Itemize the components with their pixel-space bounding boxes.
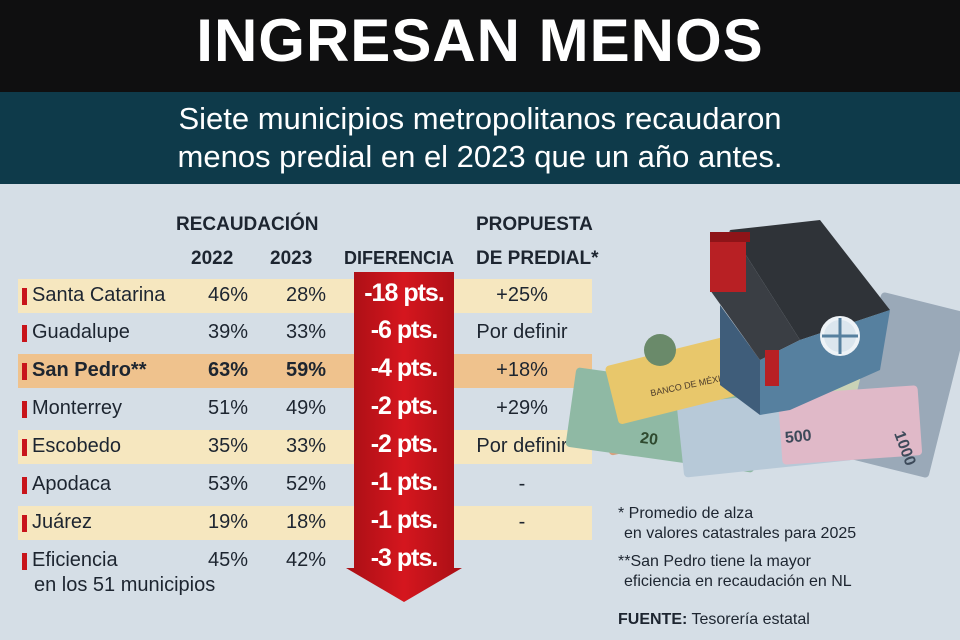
table-row: Guadalupe 39% 33% Por definir xyxy=(18,316,592,350)
row-name: Escobedo xyxy=(32,435,121,457)
page-subtitle: Siete municipios metropolitanos recaudar… xyxy=(0,100,960,176)
row-propuesta: +29% xyxy=(496,397,548,419)
header-2022: 2022 xyxy=(191,248,234,269)
row-propuesta: Por definir xyxy=(476,321,568,343)
row-marker xyxy=(22,477,27,494)
header-propuesta: PROPUESTA xyxy=(476,214,593,235)
row-2022: 51% xyxy=(207,397,249,419)
footnote-1-line2: en valores catastrales para 2025 xyxy=(624,525,857,542)
difference-column: -18 pts. -6 pts. -4 pts. -2 pts. -2 pts.… xyxy=(346,272,462,602)
row-propuesta: - xyxy=(518,473,526,495)
row-name: Monterrey xyxy=(32,397,123,419)
diff-value: -6 pts. xyxy=(370,316,439,344)
diff-value: -2 pts. xyxy=(370,430,439,458)
header-diferencia: DIFERENCIA xyxy=(344,248,455,268)
row-2022: 46% xyxy=(207,284,249,306)
table-row: Santa Catarina 46% 28% +25% xyxy=(18,279,592,313)
row-2023: 59% xyxy=(285,359,327,381)
footnote-2: **San Pedro tiene la mayor eficiencia en… xyxy=(618,552,852,592)
diff-value: -1 pts. xyxy=(370,506,439,534)
table-row: Monterrey 51% 49% +29% xyxy=(18,392,592,426)
row-2023: 42% xyxy=(285,549,327,571)
footnote-1: * Promedio de alza en valores catastrale… xyxy=(618,504,856,544)
row-2023: 18% xyxy=(285,511,327,533)
table-row-highlight: San Pedro** 63% 59% +18% xyxy=(18,354,592,388)
footnote-2-line2: eficiencia en recaudación en NL xyxy=(624,573,852,590)
row-propuesta: +25% xyxy=(496,284,548,306)
header-2023: 2023 xyxy=(270,248,313,269)
row-2022: 63% xyxy=(207,359,249,381)
diff-value: -3 pts. xyxy=(370,544,439,572)
diff-value: -1 pts. xyxy=(370,468,439,496)
row-2022: 39% xyxy=(207,321,249,343)
svg-text:20: 20 xyxy=(639,430,659,449)
row-2022: 53% xyxy=(207,473,249,495)
row-name-line2: en los 51 municipios xyxy=(34,574,216,596)
row-marker xyxy=(22,439,27,456)
page-title: INGRESAN MENOS xyxy=(196,7,764,74)
row-2023: 28% xyxy=(285,284,327,306)
source-label: FUENTE: xyxy=(618,611,688,628)
diff-value: -2 pts. xyxy=(370,392,439,420)
row-2022: 35% xyxy=(207,435,249,457)
row-2023: 33% xyxy=(285,321,327,343)
row-2022: 45% xyxy=(207,549,249,571)
table-row: Apodaca 53% 52% - xyxy=(18,468,592,502)
table-row: Eficiencia en los 51 municipios 45% 42% xyxy=(18,544,592,604)
header-de-predial: DE PREDIAL* xyxy=(476,248,599,269)
row-marker xyxy=(22,325,27,342)
row-name: Santa Catarina xyxy=(32,284,166,306)
row-marker xyxy=(22,401,27,418)
row-2023: 33% xyxy=(285,435,327,457)
diff-value: -4 pts. xyxy=(370,354,439,382)
house-image xyxy=(710,220,890,415)
header-recaudacion: RECAUDACIÓN xyxy=(176,214,319,235)
table-row: Juárez 19% 18% - xyxy=(18,506,592,540)
row-name: San Pedro** xyxy=(32,359,147,381)
row-name: Guadalupe xyxy=(32,321,130,343)
row-marker xyxy=(22,288,27,305)
footnote-1-line1: * Promedio de alza xyxy=(618,505,754,522)
row-2022: 19% xyxy=(207,511,249,533)
diff-value: -18 pts. xyxy=(364,279,445,307)
row-propuesta: Por definir xyxy=(476,435,568,457)
row-2023: 52% xyxy=(285,473,327,495)
svg-text:500: 500 xyxy=(784,427,812,447)
row-name: Eficiencia xyxy=(32,549,118,571)
row-propuesta: - xyxy=(518,511,526,533)
house-money-illustration: 20 500 1000 BANCO DE MÉXICO xyxy=(565,220,960,478)
subtitle-bar: Siete municipios metropolitanos recaudar… xyxy=(0,92,960,184)
subtitle-line-1: Siete municipios metropolitanos recaudar… xyxy=(178,101,782,136)
row-2023: 49% xyxy=(285,397,327,419)
source-note: FUENTE: Tesorería estatal xyxy=(618,610,810,630)
subtitle-line-2: menos predial en el 2023 que un año ante… xyxy=(177,139,783,174)
down-arrow-icon xyxy=(346,272,462,602)
row-propuesta: +18% xyxy=(496,359,548,381)
footnote-2-line1: **San Pedro tiene la mayor xyxy=(618,553,811,570)
row-marker xyxy=(22,553,27,570)
title-bar: INGRESAN MENOS xyxy=(0,0,960,92)
row-marker xyxy=(22,515,27,532)
source-value: Tesorería estatal xyxy=(691,611,810,628)
table-row: Escobedo 35% 33% Por definir xyxy=(18,430,592,464)
row-name: Juárez xyxy=(32,511,93,533)
row-name: Apodaca xyxy=(32,473,111,495)
row-marker xyxy=(22,363,27,380)
